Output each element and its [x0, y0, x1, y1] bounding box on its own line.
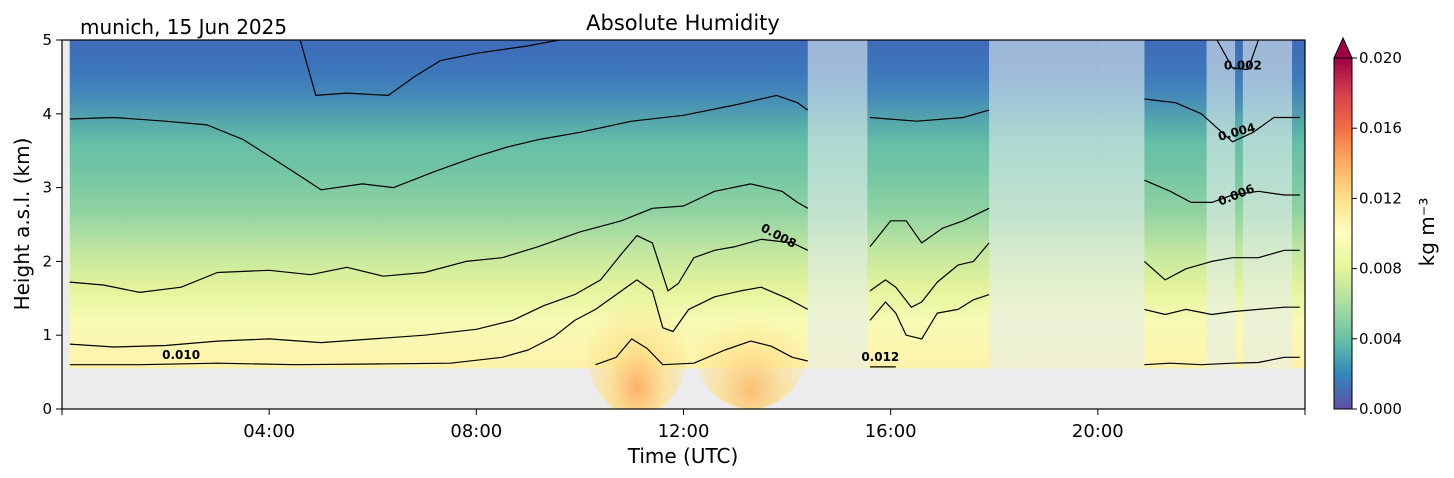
contour-0_01-seg-3	[1144, 306, 1300, 316]
data-gap-band-2	[989, 40, 1098, 369]
contour-0_012-seg-3	[1144, 356, 1300, 366]
contour-label-5: 0.010	[162, 348, 200, 362]
y-tick-label: 3	[42, 179, 52, 197]
contour-0_004-seg-2	[869, 109, 990, 122]
contour-0_006-seg-1	[69, 183, 809, 293]
contour-lines	[69, 40, 1300, 368]
contour-0_01-seg-2	[869, 294, 990, 340]
contour-0_004-seg-1	[69, 94, 809, 191]
contour-0_012-seg-1	[595, 338, 808, 366]
colorbar: 0.000 0.004 0.008 0.012 0.016 0.020 kg m⁻³	[1333, 36, 1439, 418]
y-axis-label: Height a.s.l. (km)	[10, 138, 34, 311]
colorbar-scale	[1333, 57, 1353, 410]
colorbar-tick-label: 0.020	[1359, 49, 1402, 67]
contour-0_004-seg-3	[1144, 98, 1300, 143]
x-tick-label: 20:00	[1072, 421, 1124, 442]
contour-label-1: 0.002	[1224, 59, 1262, 73]
contour-0_008-seg-3	[1144, 249, 1300, 281]
contour-0_008-seg-2	[869, 242, 990, 308]
colorbar-extend-arrow	[1333, 36, 1353, 59]
moist-region-early-afternoon	[693, 283, 808, 409]
contour-0_002-seg-2	[1216, 40, 1259, 71]
contour-0_002-seg-1	[299, 40, 560, 96]
x-axis-label: Time (UTC)	[627, 444, 739, 468]
data-gap-bands	[807, 40, 1293, 369]
colorbar-label: kg m⁻³	[1415, 198, 1439, 267]
x-tick-label: 04:00	[243, 421, 295, 442]
y-tick-label: 1	[42, 326, 52, 344]
data-gap-band-5	[1242, 40, 1293, 369]
colorbar-tick-label: 0.008	[1359, 260, 1402, 278]
colorbar-tick-label: 0.012	[1359, 189, 1402, 207]
x-tick-label: 12:00	[658, 421, 710, 442]
x-tick-label: 16:00	[865, 421, 917, 442]
chart-subtitle: munich, 15 Jun 2025	[80, 15, 287, 39]
x-tick-label: 08:00	[450, 421, 502, 442]
y-tick-label: 2	[42, 252, 52, 270]
contour-0_008-seg-1	[69, 235, 809, 348]
data-gap-band-3	[1097, 40, 1145, 369]
contour-0_006-seg-2	[869, 207, 990, 247]
colorbar-tick-label: 0.004	[1359, 330, 1402, 348]
y-tick-label: 5	[42, 31, 52, 49]
y-axis: 0 1 2 3 4 5	[42, 31, 62, 418]
moist-region-midday	[585, 268, 689, 409]
contour-label-6: 0.012	[861, 350, 899, 364]
y-tick-label: 4	[42, 105, 52, 123]
x-axis: 04:00 08:00 12:00 16:00 20:00	[61, 409, 1306, 442]
contour-0_006-seg-3	[1144, 179, 1300, 203]
colorbar-tick-label: 0.016	[1359, 119, 1402, 137]
y-tick-label: 0	[42, 400, 52, 418]
colorbar-ticks: 0.000 0.004 0.008 0.012 0.016 0.020	[1352, 49, 1402, 418]
chart-title: Absolute Humidity	[586, 11, 780, 35]
colorbar-tick-label: 0.000	[1359, 400, 1402, 418]
contour-0_01-seg-1	[69, 279, 809, 366]
data-gap-band-1	[807, 40, 868, 369]
